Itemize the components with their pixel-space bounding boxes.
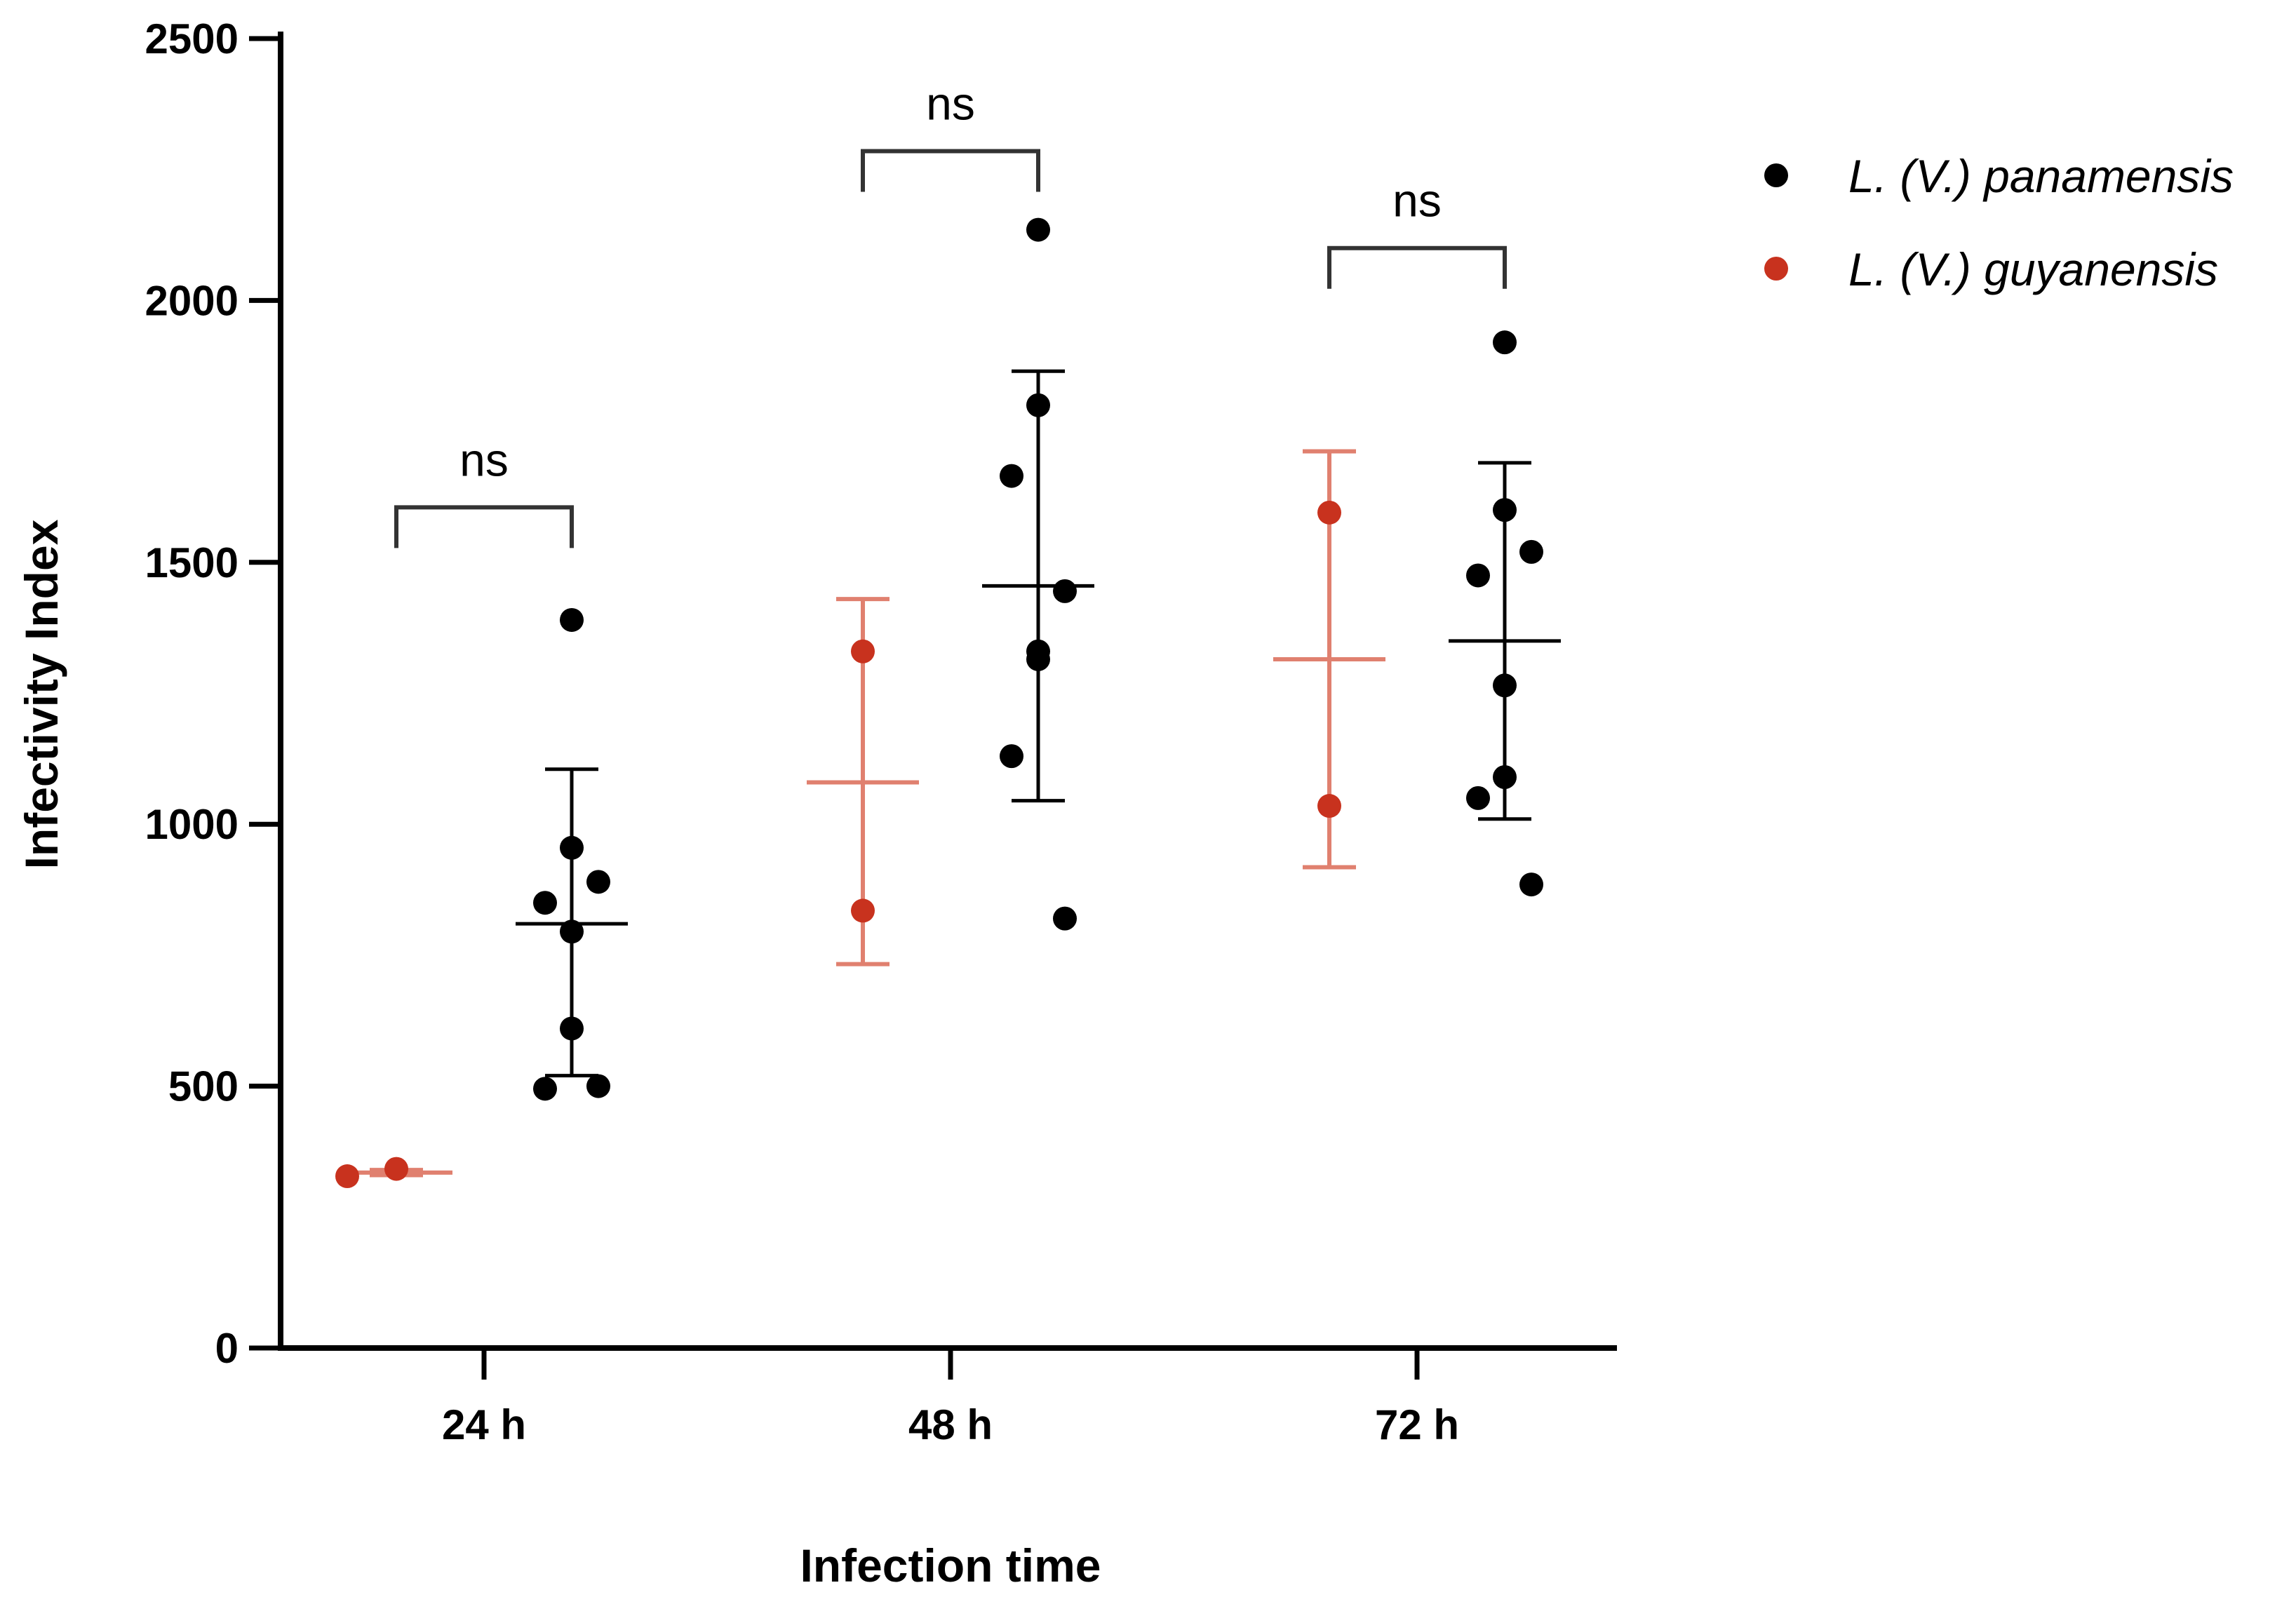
y-tick-label: 0 — [215, 1325, 239, 1372]
data-point — [586, 870, 610, 894]
data-point — [560, 835, 584, 860]
legend-label: L. (V.) guyanensis — [1848, 243, 2218, 295]
data-groups — [335, 217, 1561, 1189]
group-guyanensis — [335, 1157, 452, 1189]
data-point — [851, 898, 875, 923]
significance-brackets: ns ns ns — [394, 78, 1507, 548]
group-panamensis — [516, 607, 628, 1101]
x-axis-title: Infection time — [800, 1539, 1101, 1591]
data-point — [1026, 217, 1050, 242]
axes: 0 500 1000 1500 2000 2500 24 h 48 h 72 h — [145, 15, 1617, 1448]
data-point — [1519, 872, 1543, 897]
data-point — [1053, 579, 1077, 603]
legend-label: L. (V.) panamensis — [1848, 150, 2234, 202]
y-tick-label: 500 — [168, 1063, 239, 1110]
group-panamensis — [982, 217, 1094, 931]
data-point — [1000, 464, 1023, 488]
x-tick-label: 48 h — [908, 1401, 993, 1448]
data-point — [851, 639, 875, 663]
data-point — [1466, 563, 1490, 588]
sig-bracket — [1327, 245, 1507, 289]
data-point — [1493, 330, 1517, 355]
data-point — [1053, 906, 1077, 931]
data-point — [533, 1077, 557, 1101]
data-point — [1317, 500, 1341, 525]
sig-label: ns — [926, 78, 975, 130]
data-point — [560, 919, 584, 944]
data-point — [1493, 764, 1517, 789]
data-point — [1493, 673, 1517, 698]
sig-label: ns — [459, 433, 509, 485]
x-tick-label: 72 h — [1375, 1401, 1459, 1448]
x-tick-label: 24 h — [442, 1401, 526, 1448]
y-tick-label: 1500 — [145, 539, 239, 586]
data-point — [1519, 539, 1543, 564]
data-point — [1493, 498, 1517, 523]
data-point — [560, 607, 584, 632]
data-point — [1000, 744, 1023, 769]
group-guyanensis — [807, 597, 919, 966]
legend-marker — [1764, 163, 1788, 187]
data-point — [560, 1016, 584, 1041]
y-tick-label: 2500 — [145, 15, 239, 62]
sig-label: ns — [1392, 175, 1442, 227]
y-axis-title: Infectivity Index — [15, 519, 67, 869]
sig-bracket — [861, 149, 1040, 192]
group-panamensis — [1449, 330, 1561, 897]
data-point — [586, 1074, 610, 1098]
group-guyanensis — [1273, 449, 1385, 870]
data-point — [533, 891, 557, 915]
legend: L. (V.) panamensis L. (V.) guyanensis — [1764, 150, 2234, 295]
legend-marker — [1764, 257, 1788, 281]
data-point — [1026, 639, 1050, 663]
sig-bracket — [394, 505, 574, 548]
y-tick-label: 1000 — [145, 801, 239, 848]
data-point — [335, 1164, 359, 1189]
data-point — [1466, 786, 1490, 810]
data-point — [1317, 794, 1341, 818]
data-point — [384, 1157, 408, 1181]
data-point — [1026, 393, 1050, 417]
y-tick-label: 2000 — [145, 277, 239, 324]
